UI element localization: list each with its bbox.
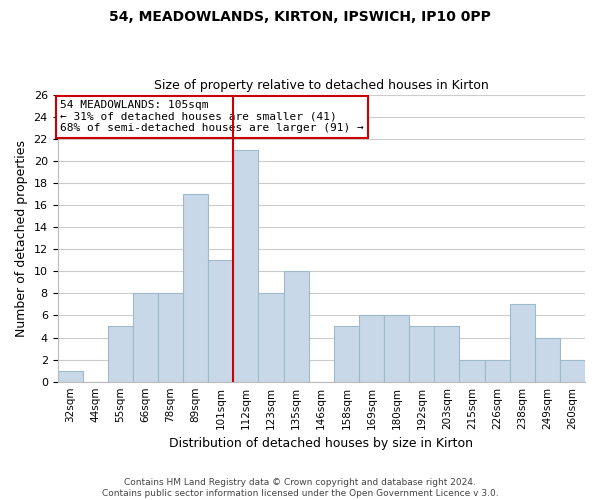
- Bar: [485, 360, 509, 382]
- Bar: [460, 360, 485, 382]
- Bar: [259, 294, 284, 382]
- Y-axis label: Number of detached properties: Number of detached properties: [15, 140, 28, 336]
- Bar: [58, 370, 83, 382]
- X-axis label: Distribution of detached houses by size in Kirton: Distribution of detached houses by size …: [169, 437, 473, 450]
- Bar: [233, 150, 259, 382]
- Bar: [208, 260, 233, 382]
- Text: Contains HM Land Registry data © Crown copyright and database right 2024.
Contai: Contains HM Land Registry data © Crown c…: [101, 478, 499, 498]
- Title: Size of property relative to detached houses in Kirton: Size of property relative to detached ho…: [154, 79, 488, 92]
- Bar: [334, 326, 359, 382]
- Bar: [535, 338, 560, 382]
- Bar: [284, 271, 309, 382]
- Bar: [183, 194, 208, 382]
- Bar: [384, 316, 409, 382]
- Bar: [560, 360, 585, 382]
- Bar: [409, 326, 434, 382]
- Bar: [434, 326, 460, 382]
- Bar: [509, 304, 535, 382]
- Bar: [359, 316, 384, 382]
- Bar: [158, 294, 183, 382]
- Bar: [133, 294, 158, 382]
- Bar: [108, 326, 133, 382]
- Text: 54, MEADOWLANDS, KIRTON, IPSWICH, IP10 0PP: 54, MEADOWLANDS, KIRTON, IPSWICH, IP10 0…: [109, 10, 491, 24]
- Text: 54 MEADOWLANDS: 105sqm
← 31% of detached houses are smaller (41)
68% of semi-det: 54 MEADOWLANDS: 105sqm ← 31% of detached…: [60, 100, 364, 134]
